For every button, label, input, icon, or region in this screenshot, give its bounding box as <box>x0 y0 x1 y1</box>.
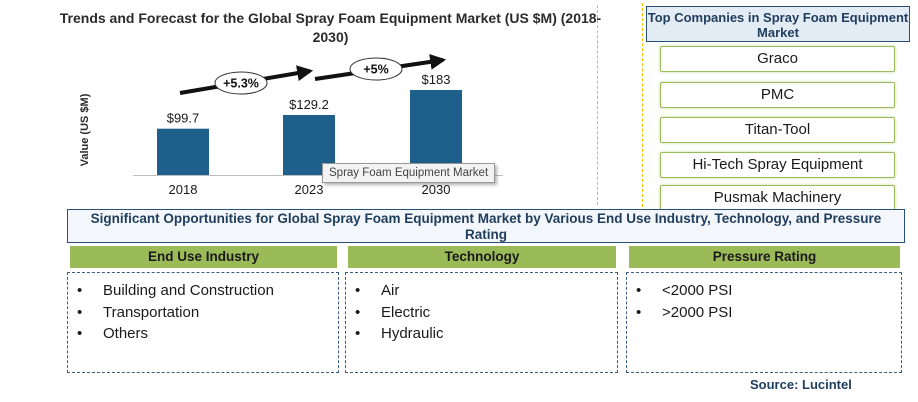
technology-list: • Air • Electric • Hydraulic <box>345 272 618 373</box>
list-item: • Transportation <box>77 302 338 324</box>
chart-panel: Value (US $M) $99.7 2018 $129.2 2023 $183 2030… <box>58 5 601 205</box>
top-companies-header: Top Companies in Spray Foam Equipment Ma… <box>646 6 910 42</box>
bar-2018 <box>157 128 209 175</box>
bullet-icon: • <box>77 282 83 299</box>
tick-label-2018: 2018 <box>169 182 198 197</box>
chart-tooltip: Spray Foam Equipment Market <box>322 163 496 183</box>
bullet-icon: • <box>77 303 83 321</box>
end-use-industry-heading: End Use Industry <box>70 246 337 268</box>
bar-2030 <box>410 90 462 175</box>
list-item: • Others <box>77 323 338 345</box>
technology-heading: Technology <box>348 246 616 268</box>
bullet-icon: • <box>636 282 642 299</box>
chart-title: Trends and Forecast for the Global Spray… <box>59 10 602 45</box>
growth-badge-2023-2030 <box>349 57 403 81</box>
growth-badge-2018-2023 <box>214 71 268 95</box>
bullet-icon: • <box>355 325 361 342</box>
company-pmc: PMC <box>660 82 895 108</box>
end-use-industry-list: • Building and Construction • Transportati… <box>67 272 339 373</box>
growth-label-2023-2030: +5% <box>363 63 388 77</box>
bullet-icon: • <box>355 303 361 321</box>
bar-chart: Value (US $M) $99.7 2018 $129.2 2023 $183 2030… <box>79 53 503 197</box>
growth-label-2018-2023: +5.3% <box>223 77 259 91</box>
company-graco: Graco <box>660 46 895 72</box>
list-item: • Building and Construction <box>77 280 338 302</box>
company-titan-tool: Titan-Tool <box>660 117 895 143</box>
list-item: • Electric <box>355 302 617 324</box>
pressure-rating-heading: Pressure Rating <box>629 246 900 268</box>
pressure-rating-list: • <2000 PSI • >2000 PSI <box>626 272 902 373</box>
opportunities-header: Significant Opportunities for Global Spr… <box>67 209 905 243</box>
top-companies-panel: Top Companies in Spray Foam Equipment Ma… <box>642 3 913 211</box>
y-axis-label: Value (US $M) <box>79 93 91 166</box>
tick-label-2023: 2023 <box>295 182 324 197</box>
list-item: • Air <box>355 280 617 302</box>
company-pusmak-machinery: Pusmak Machinery <box>660 185 895 211</box>
tick-label-2030: 2030 <box>422 182 451 197</box>
bullet-icon: • <box>355 282 361 299</box>
data-label-2030: $183 <box>422 72 451 87</box>
bullet-icon: • <box>77 325 83 342</box>
list-item: • <2000 PSI <box>636 280 901 302</box>
source-note: Source: Lucintel <box>750 377 852 392</box>
list-item: • Hydraulic <box>355 323 617 345</box>
data-label-2018: $99.7 <box>167 111 200 126</box>
list-item: • >2000 PSI <box>636 302 901 324</box>
company-hi-tech-spray-equipment: Hi-Tech Spray Equipment <box>660 152 895 178</box>
data-label-2023: $129.2 <box>289 97 329 112</box>
bullet-icon: • <box>636 303 642 321</box>
